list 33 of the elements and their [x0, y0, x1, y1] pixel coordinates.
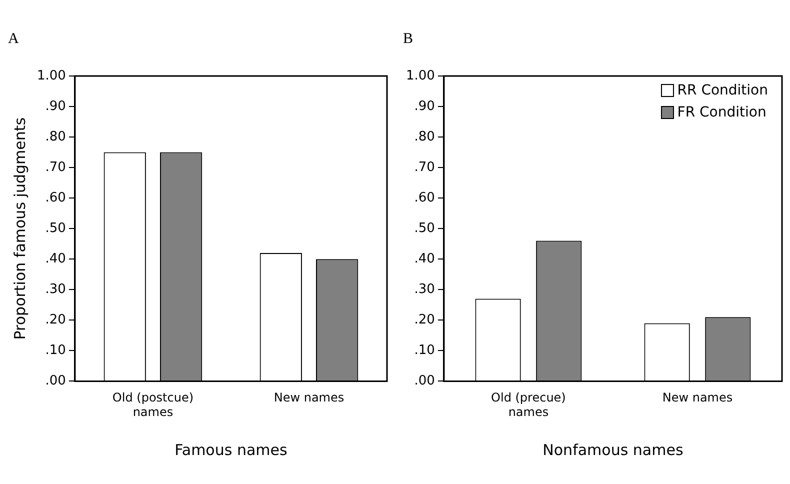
y-tick-label: .20	[45, 312, 66, 328]
y-tick-label: 1.00	[36, 68, 66, 84]
legend-label: RR Condition	[677, 82, 768, 99]
y-tick-label: .10	[45, 343, 66, 358]
y-tick-label: .30	[414, 282, 435, 298]
x-tick-label: New names	[274, 390, 344, 405]
y-tick-label: .60	[414, 190, 435, 206]
x-tick-label: New names	[662, 390, 733, 405]
y-axis-title: Proportion famous judgments	[10, 117, 29, 340]
x-axis-title: Nonfamous names	[542, 440, 684, 459]
y-tick-label: .90	[414, 98, 435, 114]
y-tick-label: .00	[414, 374, 435, 389]
y-tick-label: .80	[414, 129, 435, 144]
y-tick-label: .50	[414, 220, 435, 236]
legend-label: FR Condition	[677, 104, 766, 121]
y-tick-label: .70	[45, 160, 66, 175]
x-axis-title: Famous names	[174, 440, 288, 459]
y-tick-label: .90	[45, 98, 66, 114]
x-tick-label: Old (postcue) names	[112, 390, 194, 419]
chart-title: A	[8, 30, 19, 47]
y-tick-label: .60	[45, 190, 66, 206]
y-tick-label: .10	[414, 343, 435, 358]
y-tick-label: .30	[45, 282, 66, 298]
y-tick-label: .50	[45, 220, 66, 236]
y-tick-label: 1.00	[406, 68, 435, 84]
chart-title: B	[403, 30, 414, 47]
y-tick-label: .20	[414, 312, 435, 328]
y-tick-label: .00	[45, 374, 66, 389]
y-tick-label: .80	[45, 129, 66, 144]
y-tick-label: .70	[414, 160, 435, 175]
y-tick-label: .40	[45, 251, 66, 266]
y-tick-label: .40	[414, 251, 435, 266]
x-tick-label: Old (precue) names	[491, 390, 566, 419]
